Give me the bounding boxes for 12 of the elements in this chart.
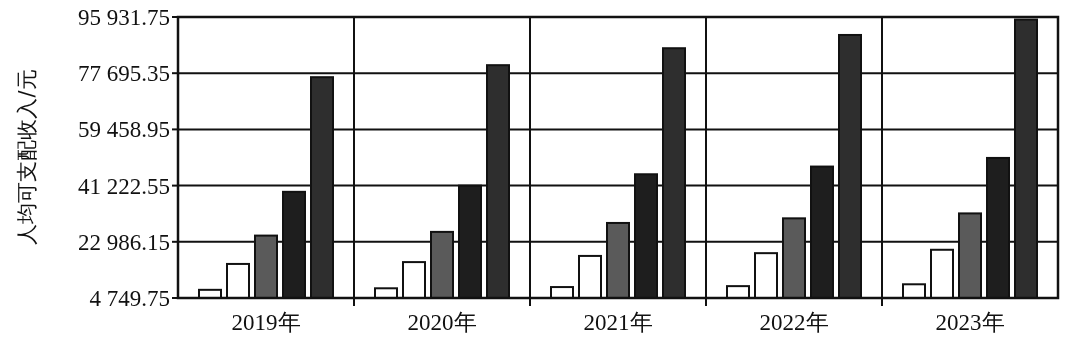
x-tick-label: 2021年: [583, 310, 653, 335]
y-tick-label: 77 695.35: [78, 61, 170, 87]
y-tick-label: 22 986.15: [78, 229, 170, 255]
y-tick-label: 59 458.95: [78, 117, 170, 143]
y-axis-title: 人均可支配收入/元: [15, 69, 39, 245]
y-tick-label: 4 749.75: [89, 286, 170, 311]
y-tick-label: 95 931.75: [78, 5, 170, 30]
y-tick-label: 41 222.55: [78, 173, 170, 199]
x-tick-label: 2019年: [231, 310, 301, 335]
x-tick-label: 2023年: [935, 310, 1005, 335]
x-tick-label: 2022年: [759, 310, 829, 335]
x-tick-label: 2020年: [407, 310, 477, 335]
